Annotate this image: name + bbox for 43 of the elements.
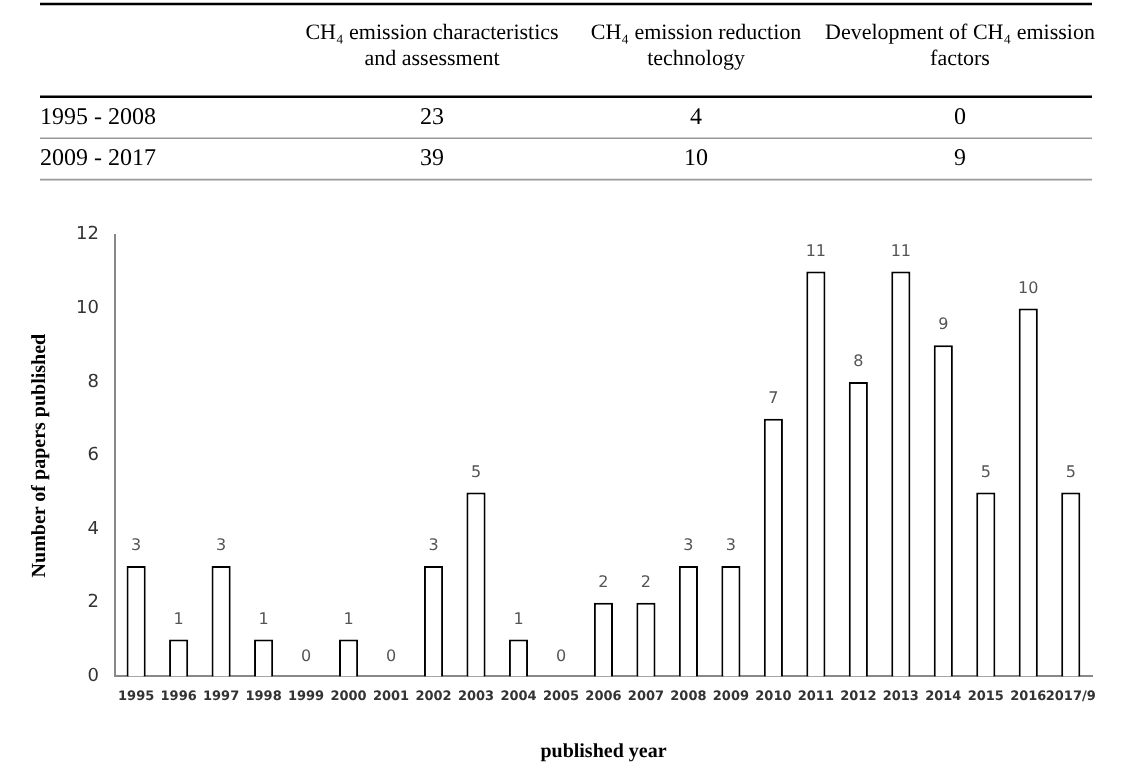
data-label: 9 (938, 315, 949, 334)
y-tick-label: 0 (87, 667, 100, 688)
x-tick-label: CH₄ emission reduction technology (590, 20, 803, 72)
data-label: 10 (1018, 278, 1039, 297)
data-label: 23 (420, 101, 444, 130)
y-tick-label: 2 (87, 593, 99, 614)
data-label: 2 (598, 572, 609, 591)
data-label: 5 (1065, 462, 1076, 481)
data-label: 3 (131, 536, 142, 555)
y-axis-title: Number of papers published (29, 332, 52, 578)
data-label: 3 (216, 536, 227, 555)
y-tick-label: 2009 - 2017 (40, 143, 156, 172)
data-label: 1 (343, 609, 354, 628)
data-label: 1 (513, 609, 524, 628)
y-tick-label: 12 (76, 225, 99, 246)
data-label: 3 (683, 536, 694, 555)
x-tick-label: Development of CH₄ emission factors (825, 20, 1096, 72)
data-label: 39 (420, 143, 444, 172)
data-label: 1 (258, 609, 269, 628)
y-tick-label: 10 (76, 299, 100, 320)
y-tick-label: 8 (87, 372, 100, 393)
data-label: 9 (954, 143, 966, 172)
data-label: 0 (555, 646, 567, 665)
data-label: 11 (890, 241, 912, 260)
data-label: 0 (954, 101, 966, 130)
data-label: 5 (470, 462, 482, 481)
data-label: 4 (690, 101, 702, 130)
data-label: 8 (853, 352, 864, 371)
data-label: 2 (640, 572, 652, 591)
y-tick-label: 4 (87, 519, 100, 540)
data-label: 5 (980, 462, 991, 481)
data-label: 1 (173, 609, 184, 628)
data-label: 3 (725, 536, 736, 555)
data-label: 11 (805, 241, 827, 260)
data-label: 0 (385, 646, 397, 665)
data-label: 7 (768, 388, 779, 407)
y-tick-label: 1995 - 2008 (40, 101, 156, 130)
data-label: 3 (428, 536, 439, 555)
data-label: 0 (300, 646, 312, 665)
x-axis-title: published year (540, 741, 668, 764)
x-tick-label: CH₄ emission characteristics and assessment (305, 20, 559, 72)
data-label: 10 (684, 143, 708, 172)
y-tick-label: 6 (87, 446, 100, 467)
